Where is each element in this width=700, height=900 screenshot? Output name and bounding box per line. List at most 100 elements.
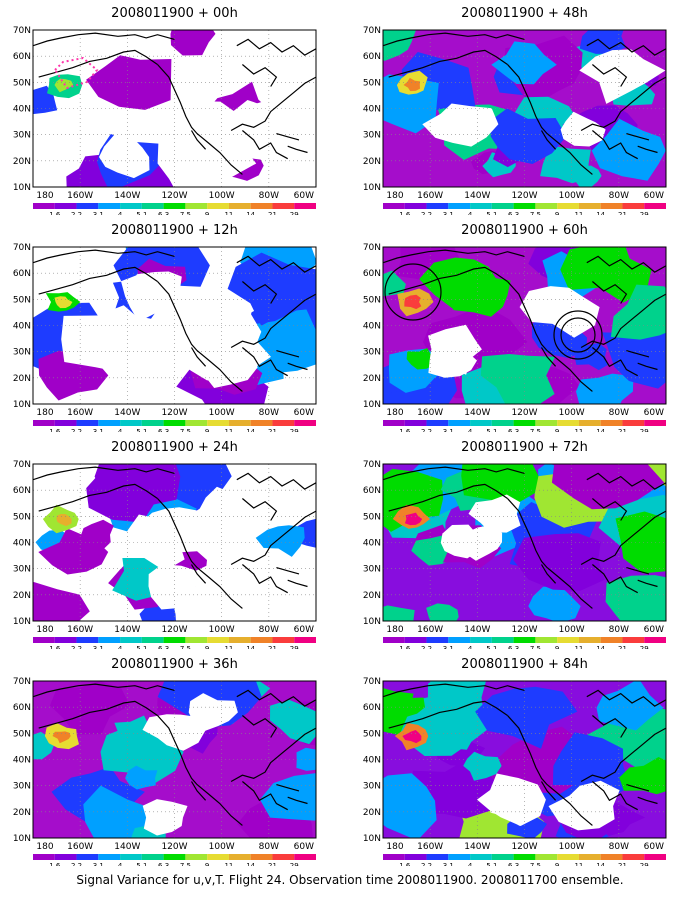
lon-tick-label: 160W (417, 842, 443, 852)
colorbar-swatch (578, 854, 601, 860)
colorbar-label: 5.1 (486, 645, 497, 649)
colorbar-label: 1.6 (399, 428, 411, 432)
lon-tick-label: 100W (559, 842, 585, 852)
lat-tick-label: 60N (13, 52, 31, 62)
lat-tick-label: 50N (13, 78, 31, 88)
coastline (626, 784, 650, 792)
colorbar-label: 29 (290, 428, 299, 432)
lon-tick-label: 160W (67, 842, 93, 852)
lat-tick-label: 20N (13, 591, 31, 601)
colorbar-swatch (470, 637, 492, 643)
lat-tick-label: 40N (363, 105, 381, 115)
coastline (230, 727, 316, 783)
coastline (38, 49, 158, 78)
colorbar-swatch (54, 203, 77, 209)
variance-contour (591, 118, 666, 181)
colorbar-label: 9 (555, 428, 559, 432)
panel-title: 2008011900 + 84h (461, 657, 588, 672)
colorbar-swatch (141, 854, 164, 860)
colorbar-swatch (644, 203, 666, 209)
lat-tick-label: 40N (363, 322, 381, 332)
colorbar-label: 3.1 (443, 862, 454, 866)
variance-contour (255, 525, 305, 557)
variance-contour (227, 252, 316, 326)
colorbar-swatch (98, 203, 121, 209)
variance-contour (552, 732, 630, 801)
colorbar-label: 11 (224, 428, 233, 432)
colorbar-label: 21 (268, 211, 277, 215)
lat-tick-label: 10N (13, 400, 31, 410)
colorbar-label: 14 (596, 211, 605, 215)
colorbar-label: 5.1 (136, 428, 147, 432)
lat-tick-label: 30N (363, 131, 381, 141)
colorbar-swatch (491, 854, 514, 860)
colorbar-label: 4 (118, 645, 123, 649)
colorbar-label: 1.6 (49, 428, 61, 432)
panel-title: 2008011900 + 48h (461, 6, 588, 21)
colorbar-label: 9 (555, 645, 559, 649)
lat-tick-label: 50N (13, 295, 31, 305)
variance-contour (52, 731, 71, 744)
colorbar-label: 14 (246, 211, 255, 215)
colorbar-label: 3.1 (93, 211, 104, 215)
lon-tick-label: 80W (259, 408, 279, 418)
coastline (190, 564, 207, 584)
lat-tick-label: 40N (363, 756, 381, 766)
panel-title: 2008011900 + 36h (111, 657, 238, 672)
variance-contour (404, 512, 423, 526)
colorbar-swatch (272, 854, 295, 860)
coastline (586, 689, 666, 707)
coastline (626, 567, 650, 575)
lat-tick-label: 60N (363, 703, 381, 713)
variance-contour (560, 247, 652, 303)
coastline (540, 781, 557, 801)
colorbar-label: 5.1 (136, 862, 147, 866)
variance-contour (171, 302, 262, 365)
lat-tick-label: 30N (13, 565, 31, 575)
variance-contour (513, 533, 605, 591)
coastline (540, 130, 557, 150)
colorbar-label: 29 (290, 862, 299, 866)
variance-contour (61, 305, 152, 373)
colorbar-swatch (294, 203, 316, 209)
lon-tick-label: 100W (209, 191, 235, 201)
colorbar-label: 1.6 (49, 862, 61, 866)
variance-contour (427, 681, 486, 724)
variance-map: 70N 60N 50N 40N 30N 20N 10N 180 160W 140W 120W 100W… (363, 26, 667, 219)
lat-tick-label: 10N (363, 834, 381, 844)
lon-tick-label: 160W (417, 191, 443, 201)
coastline (157, 715, 243, 826)
lat-tick-label: 10N (13, 617, 31, 627)
colorbar-label: 9 (555, 211, 559, 215)
variance-contour (157, 132, 257, 187)
panel-title: 2008011900 + 00h (111, 6, 238, 21)
coastline (637, 579, 658, 588)
lat-tick-label: 40N (13, 539, 31, 549)
variance-contour (576, 373, 634, 404)
coastline (190, 130, 207, 150)
colorbar-swatch (33, 203, 55, 209)
variance-contour (125, 765, 158, 790)
colorbar-label: 9 (555, 862, 559, 866)
lon-tick-label: 120W (161, 625, 187, 635)
colorbar-swatch (294, 637, 316, 643)
colorbar-label: 2.2 (421, 862, 432, 866)
colorbar-swatch (491, 203, 514, 209)
colorbar-swatch (98, 420, 121, 426)
colorbar-swatch (54, 854, 77, 860)
lat-tick-label: 10N (13, 834, 31, 844)
lon-tick-label: 60W (644, 625, 664, 635)
colorbar-swatch (404, 854, 427, 860)
coastline (276, 350, 300, 358)
lon-tick-label: 100W (559, 408, 585, 418)
coastline (592, 715, 628, 738)
variance-contour (50, 681, 130, 735)
highlight-circle (384, 263, 442, 321)
coastline (33, 32, 175, 47)
colorbar-swatch (76, 203, 99, 209)
lon-tick-label: 140W (114, 842, 140, 852)
highlight-circle (553, 310, 603, 360)
variance-map: 70N 60N 50N 40N 30N 20N 10N 180 160W 140W 120W 100W… (363, 677, 667, 870)
coastline (38, 266, 158, 295)
coastline (230, 293, 316, 349)
